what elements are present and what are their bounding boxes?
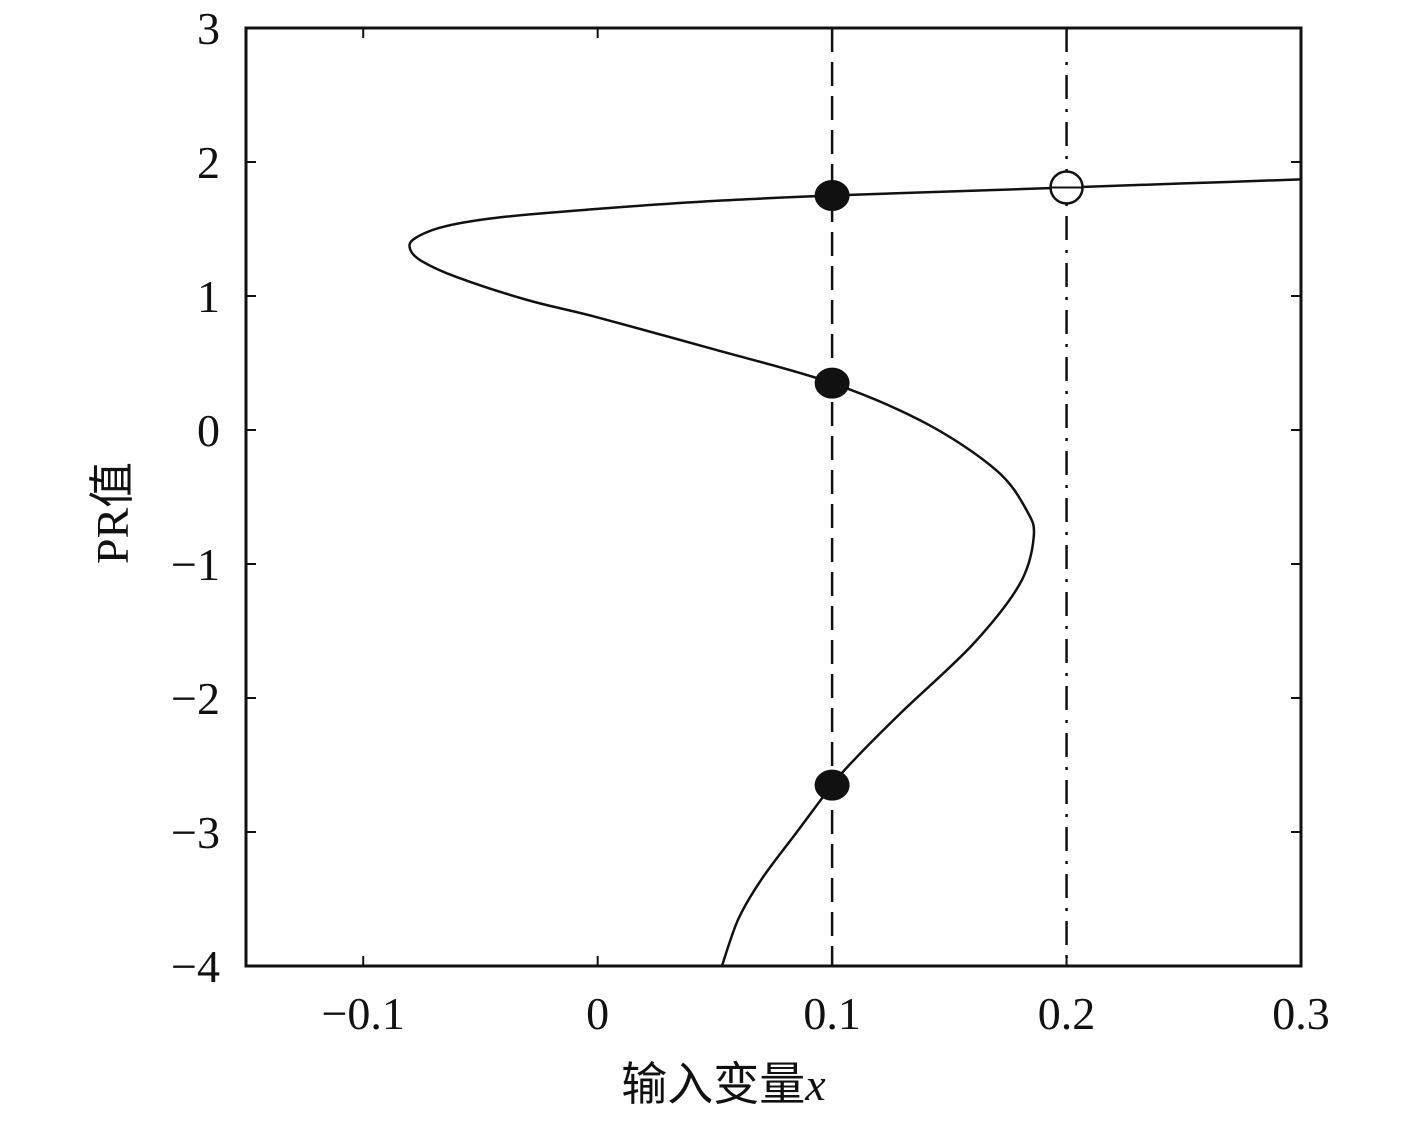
x-tick-label: 0.3 (1272, 988, 1330, 1039)
y-tick-label: −3 (171, 807, 220, 858)
y-tick-label: −2 (171, 673, 220, 724)
tick-labels: −0.1 0 0.1 0.2 0.3 −4 −3 −2 −1 0 1 2 3 (171, 3, 1330, 1039)
x-axis-label-text: 输入变量 (621, 1059, 805, 1110)
x-tick-label: 0 (586, 988, 609, 1039)
filled-point-marker (814, 180, 850, 211)
plot-frame (244, 26, 1303, 968)
markers-layer (814, 170, 1084, 801)
series-layer (408, 178, 1302, 967)
x-axis-variable: x (804, 1059, 826, 1110)
y-axis-title: PR值 (87, 462, 138, 564)
y-tick-label: 2 (197, 137, 220, 188)
x-tick-label: −0.1 (321, 988, 404, 1039)
x-tick-label: 0.2 (1038, 988, 1096, 1039)
x-axis-title: 输入变量x (621, 1059, 826, 1110)
y-tick-label: −1 (171, 539, 220, 590)
pr-curve-line (408, 178, 1302, 967)
y-tick-label: −4 (171, 941, 220, 992)
filled-point-marker (814, 367, 850, 399)
y-tick-label: 0 (197, 405, 220, 456)
filled-point-marker (814, 769, 850, 801)
y-tick-label: 1 (197, 271, 220, 322)
y-tick-label: 3 (197, 3, 220, 54)
x-tick-label: 0.1 (803, 988, 861, 1039)
